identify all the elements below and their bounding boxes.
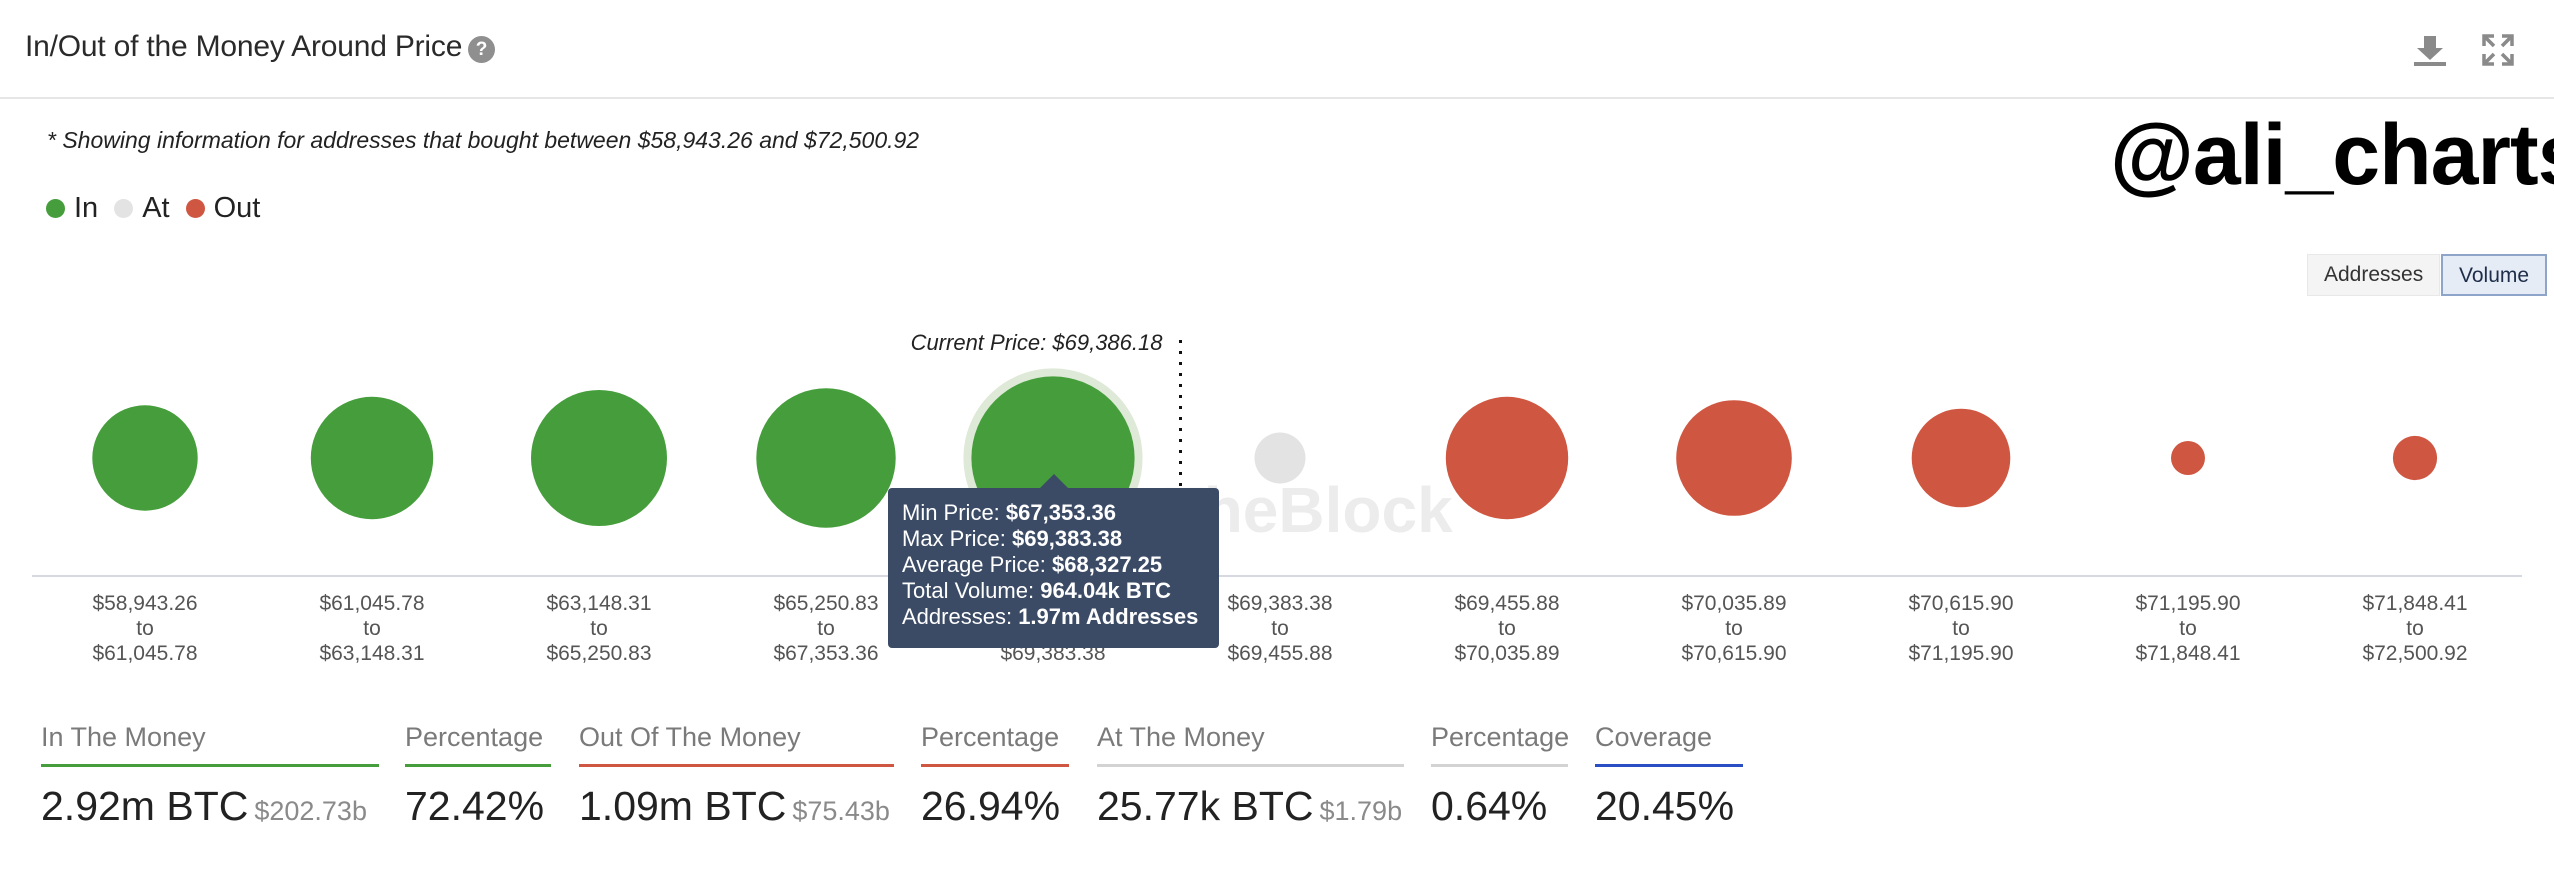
summary-stats: In The Money 2.92m BTC $202.73b Percentag… bbox=[0, 722, 2554, 842]
tick-label-to-word: to bbox=[1498, 617, 1516, 640]
legend-dot-at bbox=[114, 199, 134, 218]
stat-out-of-the-money: Out Of The Money 1.09m BTC $75.43b bbox=[579, 722, 894, 830]
question-circle-icon[interactable]: ? bbox=[468, 36, 495, 63]
stat-label: Percentage bbox=[405, 722, 544, 752]
tick-label-until: $65,250.83 bbox=[546, 642, 651, 665]
stat-value: 20.45% bbox=[1595, 783, 1735, 829]
tick-label-to-word: to bbox=[2406, 617, 2424, 640]
tick-label-from: $58,943.26 bbox=[92, 592, 197, 615]
tooltip-volume: Total Volume: 964.04k BTC bbox=[902, 578, 1172, 603]
tick-label-until: $67,353.36 bbox=[773, 642, 878, 665]
bubble-0 bbox=[92, 405, 198, 511]
bubble-5 bbox=[1254, 432, 1306, 484]
tick-label-to-word: to bbox=[1271, 617, 1289, 640]
download-icon[interactable] bbox=[2410, 30, 2450, 70]
stat-underline bbox=[579, 764, 894, 767]
tick-label-from: $61,045.78 bbox=[319, 592, 424, 615]
current-price-label: Current Price: $69,386.18 bbox=[911, 330, 1164, 355]
tick-label-from: $69,383.38 bbox=[1227, 592, 1332, 615]
tick-label-from: $63,148.31 bbox=[546, 592, 651, 615]
tick-label-until: $61,045.78 bbox=[92, 642, 197, 665]
addresses-toggle-button[interactable]: Addresses bbox=[2307, 254, 2441, 296]
legend: In At Out bbox=[46, 192, 276, 225]
tick-label-until: $72,500.92 bbox=[2362, 642, 2467, 665]
stat-value: 26.94% bbox=[921, 783, 1061, 829]
legend-item-out[interactable]: Out bbox=[185, 192, 261, 225]
stat-coverage: Coverage 20.45% bbox=[1595, 722, 1743, 830]
tick-label-until: $69,455.88 bbox=[1227, 642, 1332, 665]
legend-item-at[interactable]: At bbox=[114, 192, 170, 225]
tick-label-until: $70,615.90 bbox=[1681, 642, 1786, 665]
stat-underline bbox=[1097, 764, 1404, 767]
author-handle: @ali_charts bbox=[2110, 107, 2554, 203]
tick-label-until: $70,035.89 bbox=[1454, 642, 1559, 665]
stat-label: Percentage bbox=[921, 722, 1060, 752]
stat-value: 0.64% bbox=[1431, 783, 1548, 829]
legend-label-at: At bbox=[142, 192, 170, 224]
legend-item-in[interactable]: In bbox=[46, 192, 98, 225]
legend-label-out: Out bbox=[213, 192, 261, 224]
tick-label-from: $65,250.83 bbox=[773, 592, 878, 615]
stat-label: Percentage bbox=[1431, 722, 1570, 752]
header-bar: In/Out of the Money Around Price ? bbox=[0, 0, 2554, 99]
tick-label-until: $63,148.31 bbox=[319, 642, 424, 665]
bubble-3 bbox=[756, 388, 896, 528]
bubble-2 bbox=[531, 390, 667, 526]
bubble-chart: IntoTheBlock$58,943.26to$61,045.78$61,04… bbox=[32, 330, 2522, 665]
stat-label: At The Money bbox=[1097, 722, 1265, 752]
stat-at-the-money: At The Money 25.77k BTC $1.79b bbox=[1097, 722, 1404, 830]
stat-underline bbox=[921, 764, 1069, 767]
stat-in-percentage: Percentage 72.42% bbox=[405, 722, 551, 830]
tick-label-to-word: to bbox=[1725, 617, 1743, 640]
bubble-7 bbox=[1676, 400, 1792, 516]
stat-underline bbox=[1595, 764, 1743, 767]
tick-label-to-word: to bbox=[363, 617, 381, 640]
tick-label-from: $70,615.90 bbox=[1908, 592, 2013, 615]
stat-in-the-money: In The Money 2.92m BTC $202.73b bbox=[41, 722, 379, 830]
tick-label-to-word: to bbox=[1952, 617, 1970, 640]
stat-label: Coverage bbox=[1595, 722, 1713, 752]
tick-label-to-word: to bbox=[590, 617, 608, 640]
legend-dot-in bbox=[46, 199, 65, 218]
tooltip-addresses: Addresses: 1.97m Addresses bbox=[902, 604, 1199, 629]
tick-label-from: $70,035.89 bbox=[1681, 592, 1786, 615]
tick-label-from: $71,848.41 bbox=[2362, 592, 2467, 615]
bubble-1 bbox=[310, 396, 434, 520]
expand-icon[interactable] bbox=[2478, 30, 2518, 70]
tick-label-until: $71,848.41 bbox=[2135, 642, 2240, 665]
stat-out-percentage: Percentage 26.94% bbox=[921, 722, 1069, 830]
range-note: * Showing information for addresses that… bbox=[47, 127, 920, 153]
bubble-9 bbox=[2171, 441, 2205, 475]
tick-label-to-word: to bbox=[2179, 617, 2197, 640]
stat-underline bbox=[405, 764, 551, 767]
stat-underline bbox=[1431, 764, 1568, 767]
stat-underline bbox=[41, 764, 379, 767]
tick-label-to-word: to bbox=[817, 617, 835, 640]
stat-label: In The Money bbox=[41, 722, 206, 752]
stat-at-percentage: Percentage 0.64% bbox=[1431, 722, 1570, 830]
legend-label-in: In bbox=[74, 192, 99, 224]
stat-value: 72.42% bbox=[405, 783, 545, 829]
stat-value: 25.77k BTC $1.79b bbox=[1097, 783, 1403, 829]
tooltip-max-price: Max Price: $69,383.38 bbox=[902, 526, 1123, 551]
stat-label: Out Of The Money bbox=[579, 722, 801, 752]
tick-label-until: $71,195.90 bbox=[1908, 642, 2013, 665]
tick-label-from: $71,195.90 bbox=[2135, 592, 2240, 615]
tooltip-avg-price: Average Price: $68,327.25 bbox=[902, 552, 1163, 577]
tick-label-from: $69,455.88 bbox=[1454, 592, 1559, 615]
stat-value: 2.92m BTC $202.73b bbox=[41, 783, 367, 829]
bucket-tooltip: Min Price: $67,353.36 Max Price: $69,383… bbox=[888, 474, 1219, 648]
bubble-6 bbox=[1445, 396, 1569, 520]
page-title: In/Out of the Money Around Price bbox=[25, 30, 463, 63]
bubble-8 bbox=[1911, 408, 2011, 508]
stat-value: 1.09m BTC $75.43b bbox=[579, 783, 890, 829]
volume-toggle-button[interactable]: Volume bbox=[2441, 254, 2548, 296]
bubble-10 bbox=[2392, 435, 2438, 481]
tick-label-to-word: to bbox=[136, 617, 154, 640]
tooltip-min-price: Min Price: $67,353.36 bbox=[902, 500, 1117, 525]
legend-dot-out bbox=[185, 199, 205, 218]
